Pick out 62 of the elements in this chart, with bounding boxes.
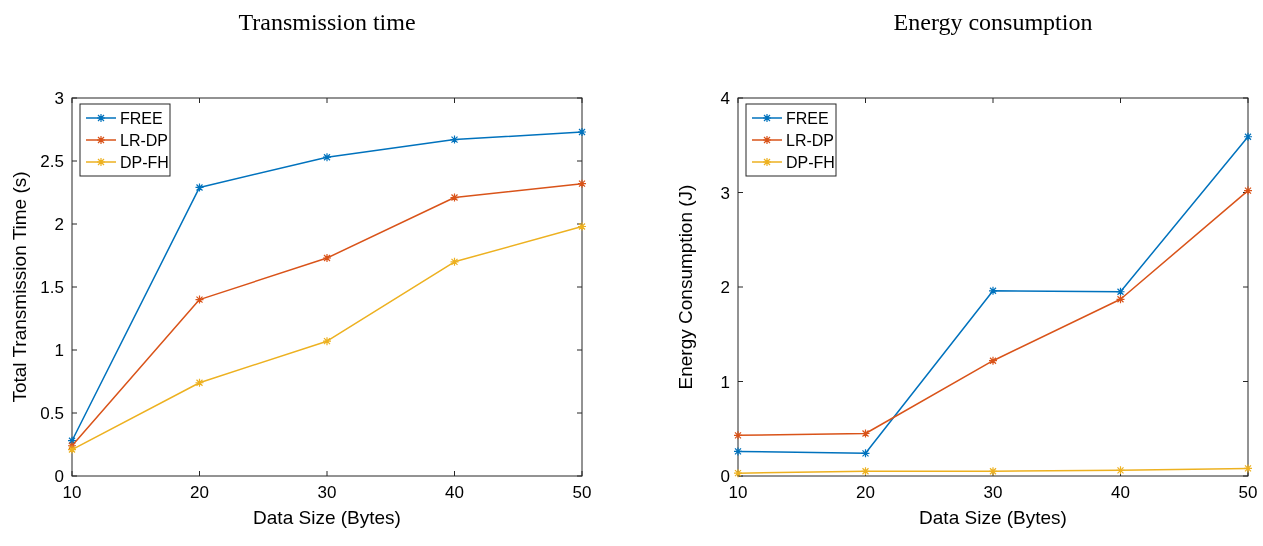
x-tick-label: 50	[1238, 483, 1258, 502]
point	[1115, 294, 1126, 304]
point	[194, 378, 205, 388]
point	[67, 444, 77, 455]
x-tick-label: 20	[856, 483, 875, 502]
point	[1115, 465, 1126, 475]
point	[733, 446, 743, 457]
legend-label: LR-DP	[786, 132, 835, 149]
y-axis-title: Energy Consumption (J)	[675, 184, 696, 390]
y-tick-label: 0	[54, 467, 64, 486]
x-tick-label: 40	[1111, 483, 1130, 502]
y-axis-title: Total Transmission Time (s)	[9, 171, 30, 403]
point	[988, 466, 998, 476]
y-tick-label: 2	[720, 278, 730, 297]
point	[577, 179, 587, 189]
point	[322, 253, 332, 263]
chart-title: Energy consumption	[893, 9, 1093, 35]
y-tick-label: 1	[54, 341, 64, 360]
point	[860, 448, 871, 458]
y-tick-label: 0.5	[40, 404, 64, 423]
point	[449, 192, 460, 203]
point	[67, 436, 77, 446]
x-tick-label: 10	[62, 483, 82, 502]
y-tick-label: 1	[720, 372, 730, 392]
point	[1243, 463, 1253, 474]
legend-label: FREE	[120, 110, 163, 127]
point	[1243, 186, 1253, 196]
point	[860, 466, 871, 476]
y-tick-label: 4	[720, 89, 730, 108]
point	[577, 221, 587, 232]
x-tick-label: 20	[190, 483, 209, 502]
legend-label: LR-DP	[120, 132, 169, 149]
point	[449, 134, 460, 145]
point	[1115, 287, 1126, 297]
chart-title: Transmission time	[238, 9, 416, 35]
point	[577, 127, 587, 137]
x-tick-label: 10	[728, 483, 748, 502]
x-axis-title: Data Size (Bytes)	[253, 507, 401, 528]
y-tick-label: 0	[720, 467, 730, 486]
point	[322, 152, 332, 162]
y-tick-label: 3	[54, 89, 64, 108]
point	[733, 468, 743, 478]
point	[194, 182, 205, 193]
x-tick-label: 30	[317, 483, 337, 502]
y-tick-label: 2	[54, 215, 64, 234]
x-tick-label: 30	[983, 483, 1003, 502]
x-tick-label: 50	[572, 483, 592, 502]
legend-label: FREE	[786, 110, 829, 127]
x-tick-label: 40	[445, 483, 464, 502]
y-tick-label: 1.5	[40, 278, 64, 297]
y-tick-label: 2.5	[40, 152, 64, 171]
point	[988, 286, 998, 296]
x-axis-title: Data Size (Bytes)	[919, 507, 1067, 528]
point	[322, 336, 332, 346]
point	[988, 356, 998, 366]
y-tick-label: 3	[720, 183, 730, 203]
point	[449, 257, 460, 267]
legend-label: DP-FH	[120, 154, 169, 171]
point	[1243, 132, 1253, 142]
point	[194, 295, 205, 305]
point	[733, 430, 743, 440]
legend-label: DP-FH	[786, 154, 835, 171]
